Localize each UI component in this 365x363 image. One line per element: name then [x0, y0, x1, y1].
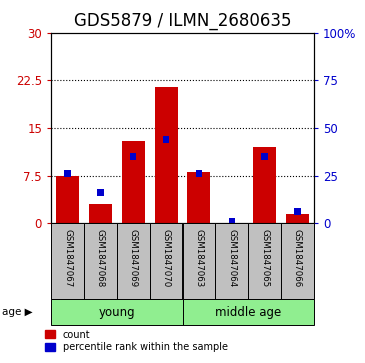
- Text: GSM1847070: GSM1847070: [162, 229, 170, 287]
- Bar: [215, 223, 248, 299]
- Bar: [150, 223, 182, 299]
- Bar: [182, 299, 314, 325]
- Bar: [122, 141, 145, 223]
- Bar: [84, 223, 117, 299]
- Bar: [248, 223, 281, 299]
- Text: GSM1847063: GSM1847063: [195, 229, 203, 287]
- Bar: [155, 87, 177, 223]
- Bar: [51, 299, 182, 325]
- Legend: count, percentile rank within the sample: count, percentile rank within the sample: [41, 326, 232, 356]
- Bar: [51, 223, 84, 299]
- Text: age ▶: age ▶: [2, 307, 32, 317]
- Bar: [294, 208, 301, 215]
- Bar: [281, 223, 314, 299]
- Text: GSM1847065: GSM1847065: [260, 229, 269, 287]
- Bar: [163, 136, 169, 143]
- Bar: [130, 153, 137, 160]
- Bar: [196, 170, 202, 177]
- Text: GSM1847066: GSM1847066: [293, 229, 302, 287]
- Bar: [253, 147, 276, 223]
- Title: GDS5879 / ILMN_2680635: GDS5879 / ILMN_2680635: [74, 12, 291, 30]
- Text: GSM1847064: GSM1847064: [227, 229, 236, 287]
- Text: GSM1847067: GSM1847067: [63, 229, 72, 287]
- Bar: [286, 214, 309, 223]
- Text: young: young: [99, 306, 135, 319]
- Bar: [56, 176, 79, 223]
- Bar: [64, 170, 71, 177]
- Text: GSM1847068: GSM1847068: [96, 229, 105, 287]
- Bar: [182, 223, 215, 299]
- Bar: [117, 223, 150, 299]
- Bar: [188, 172, 210, 223]
- Text: GSM1847069: GSM1847069: [129, 229, 138, 287]
- Text: middle age: middle age: [215, 306, 281, 319]
- Bar: [261, 153, 268, 160]
- Bar: [97, 189, 104, 196]
- Bar: [89, 204, 112, 223]
- Bar: [228, 218, 235, 225]
